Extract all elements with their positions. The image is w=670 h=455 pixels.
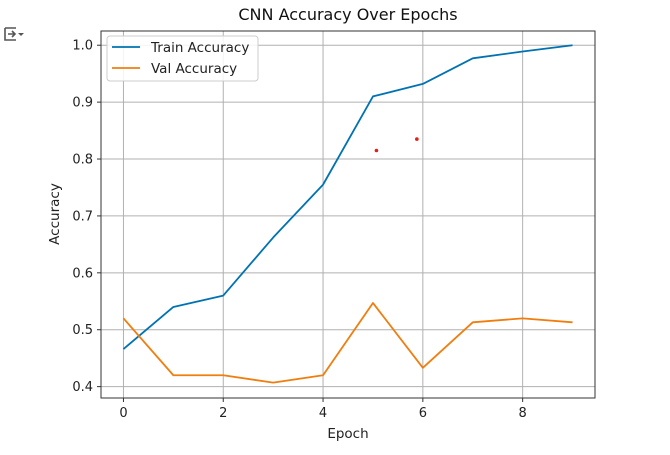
x-tick-label: 2 (219, 406, 227, 421)
y-tick-label: 0.6 (72, 266, 93, 281)
legend-entry: Train Accuracy (150, 40, 249, 56)
annotation-layer (374, 137, 419, 153)
val-accuracy-line (122, 302, 573, 384)
series-layer (122, 44, 573, 384)
x-tick-label: 4 (319, 406, 327, 421)
plot-frame (100, 30, 596, 399)
chart-title: CNN Accuracy Over Epochs (238, 5, 457, 24)
x-tick-label: 0 (119, 406, 127, 421)
legend: Train Accuracy Val Accuracy (106, 35, 259, 82)
axis-ticks: 0 2 4 6 8 0.4 0.5 0.6 0.7 0.8 0.9 1.0 (72, 39, 526, 421)
output-toggle-icon[interactable] (2, 24, 26, 44)
legend-box (106, 35, 259, 82)
y-tick-label: 0.7 (72, 209, 93, 224)
y-tick-label: 1.0 (72, 39, 93, 54)
y-axis-label: Accuracy (47, 183, 63, 245)
red-dot-marker (374, 148, 379, 153)
legend-entry: Val Accuracy (151, 61, 237, 77)
y-tick-label: 0.4 (72, 380, 93, 395)
y-tick-label: 0.8 (72, 153, 93, 168)
y-tick-label: 0.9 (72, 96, 93, 111)
x-axis-label: Epoch (327, 426, 368, 442)
y-tick-label: 0.5 (72, 323, 93, 338)
x-tick-label: 8 (519, 406, 527, 421)
grid-lines (101, 31, 595, 398)
red-dot-marker (415, 137, 419, 141)
x-tick-label: 6 (419, 406, 427, 421)
train-accuracy-line (122, 44, 573, 350)
